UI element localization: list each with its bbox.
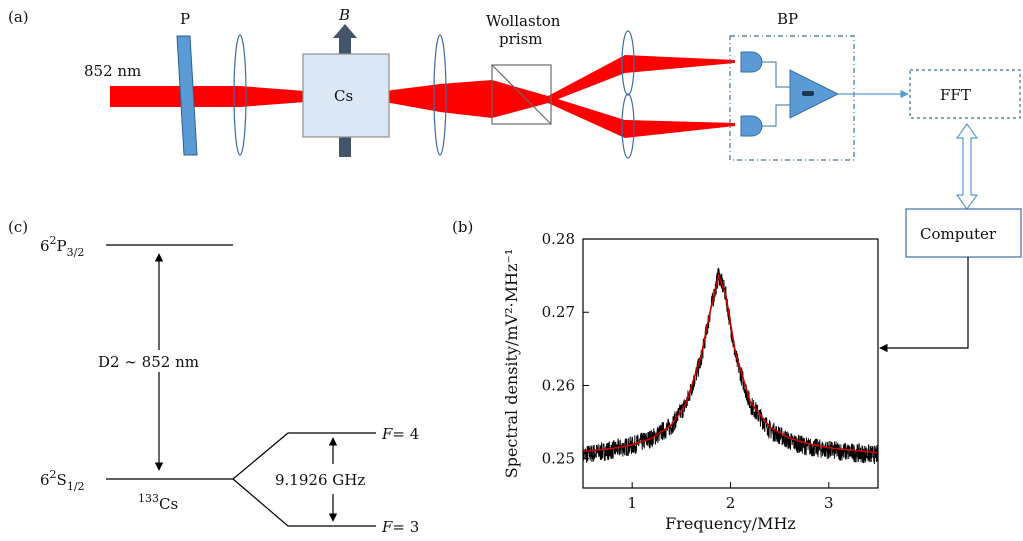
prism-label-line1: Wollaston: [486, 12, 561, 30]
y-tick-label-0: 0.25: [542, 450, 575, 468]
isotope-label: 133Cs: [138, 492, 178, 513]
detector-label: BP: [777, 10, 798, 28]
cs-cell-label: Cs: [334, 87, 353, 105]
upper-state-label: 62P3/2: [40, 234, 84, 259]
wollaston-prism: [491, 64, 552, 125]
lens-3: [621, 30, 635, 96]
laser-beam: [110, 55, 735, 138]
panel-c-tag: (c): [8, 218, 28, 236]
fft-box: [909, 69, 1021, 119]
transition-label: D2 ∼ 852 nm: [98, 353, 199, 371]
data-link-arrow: [955, 122, 979, 211]
f4-label: F= 4: [381, 425, 419, 443]
y-tick-label-1: 0.26: [542, 376, 575, 394]
prism-label-line2: prism: [499, 30, 543, 48]
lens-1: [233, 34, 247, 156]
lens-4: [621, 93, 635, 159]
wavelength-label: 852 nm: [84, 62, 141, 80]
photodiode-lower: [740, 115, 763, 137]
lower-state-label: 62S1/2: [40, 468, 85, 493]
fft-label: FFT: [940, 86, 971, 104]
x-tick-label-0: 1: [627, 494, 637, 512]
spectrum-plot: 1 2 3 0.25 0.26 0.27 0.28 Frequency/MHz Spectral…: [502, 230, 879, 533]
x-tick-label-1: 2: [726, 494, 736, 512]
splitting-label: 9.1926 GHz: [275, 471, 365, 489]
x-tick-label-2: 3: [824, 494, 834, 512]
hyperfine-f4-line: [232, 432, 376, 480]
measured-spectrum: [582, 267, 879, 465]
y-axis-label: Spectral density/mV²·MHz⁻¹: [502, 249, 521, 479]
lens-2: [433, 34, 447, 156]
panel-b-tag: (b): [452, 218, 473, 236]
hyperfine-f3-line: [232, 478, 376, 527]
polarizer-label: P: [180, 10, 190, 28]
field-label: B: [338, 6, 350, 24]
y-tick-label-3: 0.28: [542, 230, 575, 248]
fit-curve: [582, 272, 879, 454]
computer-box: [905, 208, 1022, 258]
photodiode-upper: [740, 51, 763, 73]
magnetic-field-arrow: [333, 24, 357, 157]
y-tick-label-2: 0.27: [542, 303, 575, 321]
cs-cell: [302, 53, 390, 138]
balanced-detector-box: [729, 35, 855, 161]
polarizer: [176, 35, 198, 156]
computer-to-plot-arrow: [879, 257, 969, 353]
computer-label: Computer: [920, 225, 997, 243]
x-axis-label: Frequency/MHz: [665, 514, 796, 533]
f3-label: F= 3: [381, 518, 419, 536]
panel-a-tag: (a): [8, 8, 29, 26]
